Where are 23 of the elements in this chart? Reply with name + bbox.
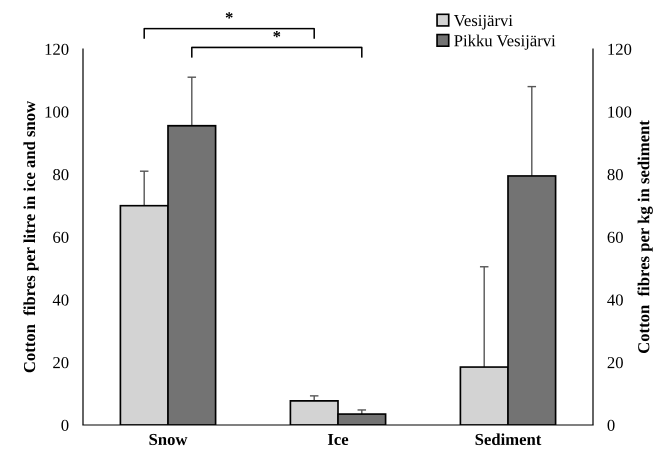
y-tick-label: 60 <box>53 232 68 243</box>
y2-tick-label: 0 <box>608 420 615 431</box>
y-tick-label: 40 <box>52 294 68 306</box>
y-tick-label: 20 <box>53 357 68 368</box>
y2-tick-label: 100 <box>608 106 632 118</box>
text: * <box>273 31 280 38</box>
x-tick-label: Ice <box>328 434 348 446</box>
x-tick-label: Sediment <box>476 433 542 446</box>
legend-label: Pikku Vesijärvi <box>454 34 556 50</box>
y-tick-label: 100 <box>46 106 68 118</box>
y-tick-label: 80 <box>53 169 68 180</box>
x-tick-label: Snow <box>149 434 188 446</box>
y2-tick-label: 120 <box>608 44 632 55</box>
y2-tick-label: 80 <box>608 169 623 180</box>
y-axis-title: Cotton fibres per litre in ice and snow <box>23 100 39 372</box>
y2-tick-label: 60 <box>608 232 623 243</box>
y2-tick-label: 20 <box>608 357 623 368</box>
y-tick-label: 0 <box>61 420 68 431</box>
y2-tick-label: 40 <box>607 294 623 306</box>
y2-axis-title: Cotton fibres per kg in sediment <box>637 120 653 354</box>
legend-label: Vesijärvi <box>454 14 513 30</box>
text: * <box>226 12 233 18</box>
y-tick-label: 120 <box>46 44 68 55</box>
